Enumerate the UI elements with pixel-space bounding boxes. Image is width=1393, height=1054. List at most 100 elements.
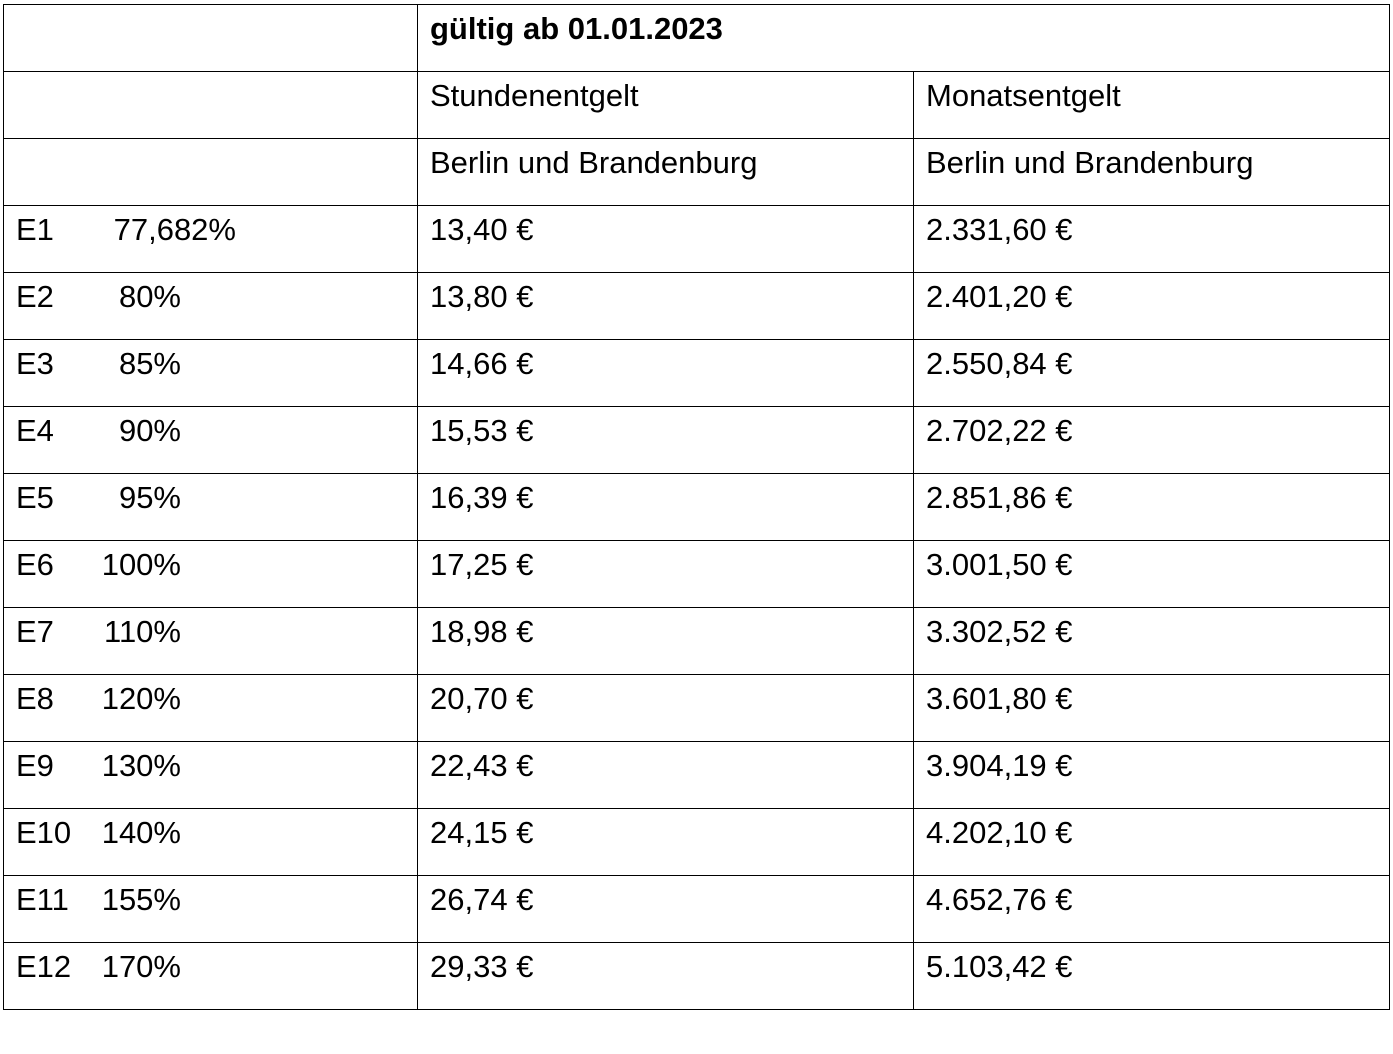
- grade-cell: E2 80%: [3, 272, 418, 340]
- monthly-cell: 2.550,84 €: [912, 339, 1391, 407]
- grade-percent: 120%: [101, 681, 181, 716]
- monthly-cell: 3.302,52 €: [912, 607, 1391, 675]
- hourly-cell: 17,25 €: [417, 540, 914, 608]
- hourly-cell: 20,70 €: [417, 674, 914, 742]
- grade-label: E11: [16, 882, 69, 917]
- grade-percent: 110%: [104, 614, 181, 649]
- hourly-cell: 14,66 €: [417, 339, 914, 407]
- grade-cell: E1 77,682%: [3, 205, 418, 273]
- grade-percent: 170%: [101, 949, 181, 984]
- hourly-value: 18,98 €: [430, 614, 534, 649]
- hourly-value: 17,25 €: [430, 547, 534, 582]
- grade-label: E10: [16, 815, 72, 850]
- monthly-value: 2.851,86 €: [926, 480, 1073, 515]
- monthly-value: 4.652,76 €: [926, 882, 1073, 917]
- grade-cell: E12 170%: [3, 942, 418, 1010]
- hourly-cell: 24,15 €: [417, 808, 914, 876]
- monthly-value: 3.601,80 €: [926, 681, 1073, 716]
- monthly-value: 3.001,50 €: [926, 547, 1073, 582]
- grade-percent: 80%: [118, 279, 181, 314]
- grade-percent: 85%: [118, 346, 181, 381]
- monthly-value: 3.302,52 €: [926, 614, 1073, 649]
- monthly-region: Berlin und Brandenburg: [926, 145, 1254, 180]
- grade-label: E6: [16, 547, 54, 582]
- grade-percent: 130%: [101, 748, 181, 783]
- grade-label: E9: [16, 748, 54, 783]
- header-row-columns: Stundenentgelt Monatsentgelt: [3, 71, 1391, 139]
- grade-percent: 95%: [118, 480, 181, 515]
- monthly-value: 4.202,10 €: [926, 815, 1073, 850]
- monthly-value: 5.103,42 €: [926, 949, 1073, 984]
- table-row: E6 100% 17,25 € 3.001,50 €: [3, 540, 1391, 608]
- hourly-cell: 29,33 €: [417, 942, 914, 1010]
- table-row: E1 77,682% 13,40 € 2.331,60 €: [3, 205, 1391, 273]
- grade-percent: 77,682%: [113, 212, 236, 247]
- table-row: E8 120% 20,70 € 3.601,80 €: [3, 674, 1391, 742]
- grade-percent: 140%: [101, 815, 181, 850]
- hourly-value: 20,70 €: [430, 681, 534, 716]
- header-empty-cell: [3, 71, 418, 139]
- monthly-header: Monatsentgelt: [926, 78, 1121, 113]
- hourly-cell: 15,53 €: [417, 406, 914, 474]
- grade-cell: E4 90%: [3, 406, 418, 474]
- header-row-validity: gültig ab 01.01.2023: [3, 4, 1391, 72]
- grade-cell: E8 120%: [3, 674, 418, 742]
- monthly-value: 2.550,84 €: [926, 346, 1073, 381]
- table-row: E3 85% 14,66 € 2.550,84 €: [3, 339, 1391, 407]
- grade-cell: E7 110%: [3, 607, 418, 675]
- hourly-header: Stundenentgelt: [430, 78, 639, 113]
- table-row: E12 170% 29,33 € 5.103,42 €: [3, 942, 1391, 1010]
- hourly-value: 24,15 €: [430, 815, 534, 850]
- hourly-cell: 13,40 €: [417, 205, 914, 273]
- monthly-value: 3.904,19 €: [926, 748, 1073, 783]
- hourly-cell: 16,39 €: [417, 473, 914, 541]
- hourly-value: 14,66 €: [430, 346, 534, 381]
- table-row: E7 110% 18,98 € 3.302,52 €: [3, 607, 1391, 675]
- hourly-cell: 22,43 €: [417, 741, 914, 809]
- grade-cell: E6 100%: [3, 540, 418, 608]
- grade-label: E4: [16, 413, 54, 448]
- monthly-cell: 3.601,80 €: [912, 674, 1391, 742]
- hourly-value: 16,39 €: [430, 480, 534, 515]
- grade-cell: E3 85%: [3, 339, 418, 407]
- grade-cell: E10 140%: [3, 808, 418, 876]
- grade-percent: 90%: [118, 413, 181, 448]
- grade-label: E7: [16, 614, 54, 649]
- grade-percent: 155%: [101, 882, 181, 917]
- pay-rows: E1 77,682% 13,40 € 2.331,60 € E2 80% 13,80 € 2.…: [3, 205, 1391, 1010]
- table-row: E9 130% 22,43 € 3.904,19 €: [3, 741, 1391, 809]
- monthly-cell: 5.103,42 €: [912, 942, 1391, 1010]
- grade-cell: E5 95%: [3, 473, 418, 541]
- monthly-value: 2.702,22 €: [926, 413, 1073, 448]
- monthly-cell: 2.851,86 €: [912, 473, 1391, 541]
- grade-percent: 100%: [101, 547, 181, 582]
- table-row: E5 95% 16,39 € 2.851,86 €: [3, 473, 1391, 541]
- table-row: E11 155% 26,74 € 4.652,76 €: [3, 875, 1391, 943]
- hourly-value: 13,40 €: [430, 212, 534, 247]
- hourly-value: 22,43 €: [430, 748, 534, 783]
- monthly-cell: 4.652,76 €: [912, 875, 1391, 943]
- header-empty-cell: [3, 138, 418, 206]
- monthly-cell: 2.401,20 €: [912, 272, 1391, 340]
- grade-label: E12: [16, 949, 72, 984]
- grade-label: E1: [16, 212, 54, 247]
- monthly-header-cell: Monatsentgelt: [912, 71, 1391, 139]
- grade-label: E8: [16, 681, 54, 716]
- hourly-region: Berlin und Brandenburg: [430, 145, 758, 180]
- hourly-cell: 18,98 €: [417, 607, 914, 675]
- grade-cell: E9 130%: [3, 741, 418, 809]
- monthly-cell: 2.331,60 €: [912, 205, 1391, 273]
- table-row: E10 140% 24,15 € 4.202,10 €: [3, 808, 1391, 876]
- validity-cell: gültig ab 01.01.2023: [416, 4, 1391, 72]
- monthly-cell: 4.202,10 €: [912, 808, 1391, 876]
- hourly-value: 15,53 €: [430, 413, 534, 448]
- table-row: E4 90% 15,53 € 2.702,22 €: [3, 406, 1391, 474]
- hourly-cell: 13,80 €: [417, 272, 914, 340]
- table-row: E2 80% 13,80 € 2.401,20 €: [3, 272, 1391, 340]
- header-row-region: Berlin und Brandenburg Berlin und Brande…: [3, 138, 1391, 206]
- monthly-value: 2.401,20 €: [926, 279, 1073, 314]
- monthly-cell: 3.904,19 €: [912, 741, 1391, 809]
- grade-label: E5: [16, 480, 54, 515]
- hourly-region-cell: Berlin und Brandenburg: [417, 138, 914, 206]
- validity-label: gültig ab 01.01.2023: [430, 11, 723, 46]
